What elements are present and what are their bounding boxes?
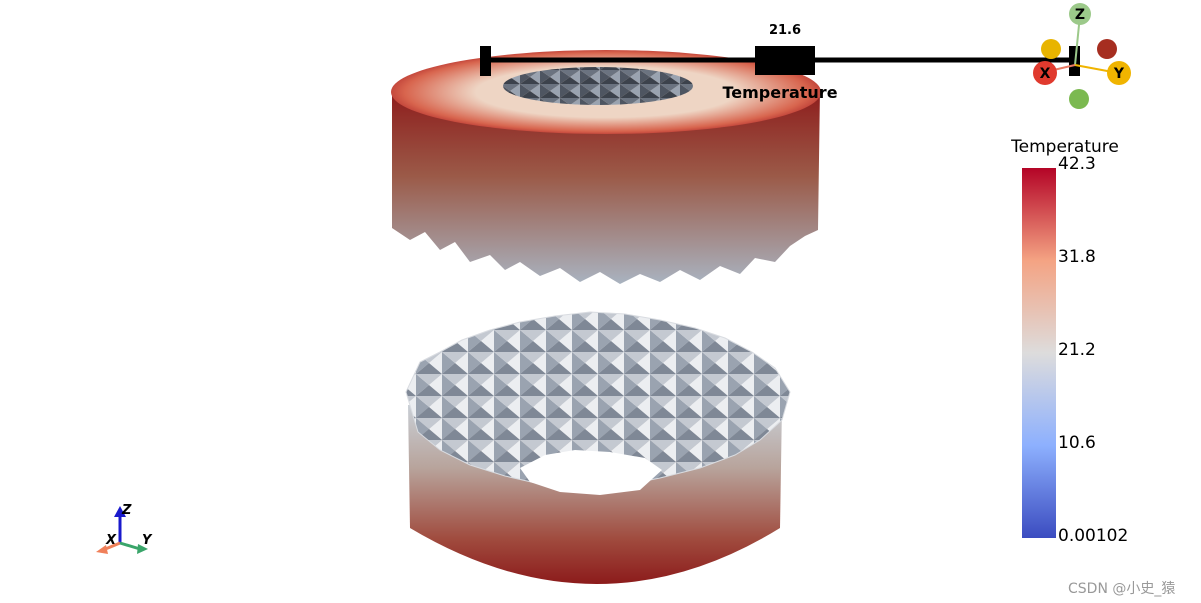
slider-value-label: 21.6 (768, 23, 802, 38)
triad-x-label: X (105, 533, 117, 548)
orientation-widget[interactable]: Z X Y (1033, 3, 1131, 109)
neg-z-axis-ball[interactable] (1069, 89, 1089, 109)
neg-x-axis-ball[interactable] (1097, 39, 1117, 59)
z-axis-label: Z (1075, 7, 1085, 23)
axes-triad: Z X Y (96, 503, 153, 554)
slider-handle[interactable] (755, 46, 815, 75)
neg-y-axis-ball[interactable] (1041, 39, 1061, 59)
triad-y-label: Y (142, 533, 153, 548)
colorbar-tick-3: 31.8 (1058, 247, 1096, 267)
x-axis-label: X (1040, 66, 1051, 82)
colorbar-tick-min: 0.00102 (1058, 526, 1129, 546)
colorbar (1022, 168, 1056, 538)
z-axis-ball[interactable] (1069, 3, 1091, 25)
slider-title: Temperature (722, 83, 838, 102)
upper-cylinder-mesh (391, 50, 821, 284)
colorbar-tick-1: 10.6 (1058, 433, 1096, 453)
slider-min-cap[interactable] (480, 46, 491, 76)
colorbar-tick-2: 21.2 (1058, 340, 1096, 360)
watermark: CSDN @小史_猿 (1068, 581, 1176, 597)
y-axis-label: Y (1113, 66, 1125, 82)
x-axis-ball[interactable] (1033, 61, 1057, 85)
colorbar-tick-max: 42.3 (1058, 154, 1096, 174)
lower-cylinder-mesh (405, 311, 791, 584)
y-axis-ball[interactable] (1107, 61, 1131, 85)
triad-z-label: Z (121, 503, 132, 518)
colorbar-title: Temperature (1011, 137, 1119, 157)
